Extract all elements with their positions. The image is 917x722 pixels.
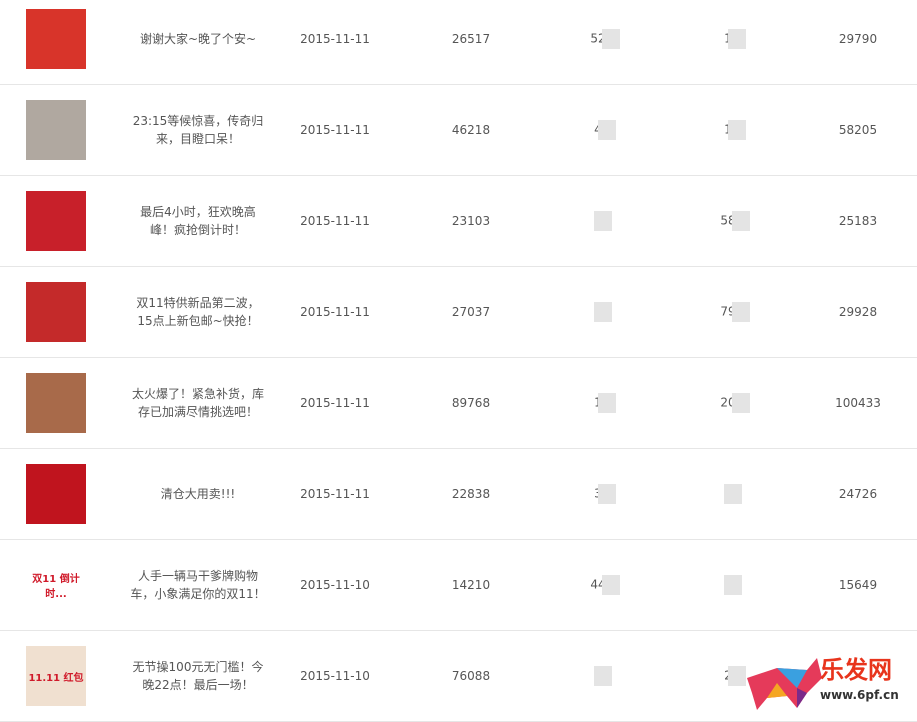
table-row[interactable]: 清仓大用卖!!! 2015-11-11 22838 3 24726 (0, 449, 917, 540)
value-4: 24726 (838, 487, 878, 501)
value-4: 100433 (835, 396, 881, 410)
blur-mask (727, 666, 746, 686)
table-row[interactable]: 谢谢大家~晚了个安~ 2015-11-11 26517 52 1 29790 (0, 0, 917, 85)
value-2 (555, 302, 655, 322)
table-row[interactable]: 双11 倒计时... 人手一辆马干爹牌购物车，小象满足你的双11！ 2015-1… (0, 540, 917, 631)
value-3: 2 (685, 666, 785, 686)
thumbnail-text: 11.11 红包 (28, 672, 84, 684)
date: 2015-11-11 (300, 123, 370, 137)
date: 2015-11-11 (300, 214, 370, 228)
campaign-title[interactable]: 谢谢大家~晚了个安~ (139, 32, 257, 46)
thumbnail-image[interactable] (26, 9, 86, 69)
blur-mask (731, 302, 750, 322)
thumbnail-image[interactable] (26, 282, 86, 342)
thumbnail-image[interactable] (26, 373, 86, 433)
value-4: 29790 (838, 32, 878, 46)
date: 2015-11-11 (300, 396, 370, 410)
value-1: 27037 (451, 305, 491, 319)
blur-mask (597, 393, 616, 413)
watermark-name: 乐发网 (820, 655, 892, 684)
value-3: 1 (685, 120, 785, 140)
blur-mask (601, 575, 620, 595)
blur-mask (731, 393, 750, 413)
bull-logo-icon (747, 658, 822, 710)
table-row[interactable]: 最后4小时，狂欢晚高峰！疯抢倒计时！ 2015-11-11 23103 58 2… (0, 176, 917, 267)
blur-mask (724, 484, 742, 504)
value-3: 58 (685, 211, 785, 231)
thumbnail-image[interactable] (26, 464, 86, 524)
thumbnail-image[interactable] (26, 100, 86, 160)
blur-mask (731, 211, 750, 231)
value-4: 25183 (838, 214, 878, 228)
value-1: 89768 (451, 396, 491, 410)
table-row[interactable]: 太火爆了！紧急补货，库存已加满尽情挑选吧！ 2015-11-11 89768 1… (0, 358, 917, 449)
value-4: 15649 (838, 578, 878, 592)
thumbnail-image[interactable] (26, 191, 86, 251)
campaign-title[interactable]: 无节操100元无门槛！今晚22点！最后一场！ (132, 660, 264, 692)
value-2: 52 (555, 29, 655, 49)
watermark-url: www.6pf.cn (820, 688, 899, 702)
value-1: 76088 (451, 669, 491, 683)
blur-mask (594, 302, 612, 322)
value-2: 1 (555, 393, 655, 413)
campaign-title[interactable]: 人手一辆马干爹牌购物车，小象满足你的双11！ (130, 569, 266, 601)
blur-mask (724, 575, 742, 595)
thumbnail-image[interactable]: 双11 倒计时... (26, 555, 86, 615)
value-1: 23103 (451, 214, 491, 228)
value-1: 26517 (451, 32, 491, 46)
campaign-title[interactable]: 太火爆了！紧急补货，库存已加满尽情挑选吧！ (131, 387, 264, 419)
value-3: 79 (685, 302, 785, 322)
value-2: 3 (555, 484, 655, 504)
value-3 (685, 484, 785, 504)
value-1: 14210 (451, 578, 491, 592)
value-1: 46218 (451, 123, 491, 137)
value-4: 58205 (838, 123, 878, 137)
value-2: 44 (555, 575, 655, 595)
table-row[interactable]: 双11特供新品第二波，15点上新包邮~快抢！ 2015-11-11 27037 … (0, 267, 917, 358)
blur-mask (594, 211, 612, 231)
blur-mask (601, 29, 620, 49)
campaign-title[interactable]: 23:15等候惊喜，传奇归来，目瞪口呆！ (132, 114, 264, 146)
date: 2015-11-11 (300, 487, 370, 501)
campaign-title[interactable]: 最后4小时，狂欢晚高峰！疯抢倒计时！ (140, 205, 256, 237)
date: 2015-11-11 (300, 305, 370, 319)
value-3 (685, 575, 785, 595)
blur-mask (597, 120, 616, 140)
value-2 (555, 211, 655, 231)
value-4: 29928 (838, 305, 878, 319)
blur-mask (727, 120, 746, 140)
date: 2015-11-10 (300, 669, 370, 683)
date: 2015-11-10 (300, 578, 370, 592)
thumbnail-image[interactable]: 11.11 红包 (26, 646, 86, 706)
thumbnail-text: 双11 倒计时... (32, 574, 80, 600)
campaign-title[interactable]: 双11特供新品第二波，15点上新包邮~快抢！ (136, 296, 260, 328)
campaign-title[interactable]: 清仓大用卖!!! (160, 487, 236, 501)
table-row[interactable]: 23:15等候惊喜，传奇归来，目瞪口呆！ 2015-11-11 46218 4 … (0, 85, 917, 176)
value-3: 1 (685, 29, 785, 49)
blur-mask (597, 484, 616, 504)
value-2: 4 (555, 120, 655, 140)
blur-mask (727, 29, 746, 49)
blur-mask (594, 666, 612, 686)
value-1: 22838 (451, 487, 491, 501)
value-2 (555, 666, 655, 686)
value-3: 20 (685, 393, 785, 413)
date: 2015-11-11 (300, 32, 370, 46)
